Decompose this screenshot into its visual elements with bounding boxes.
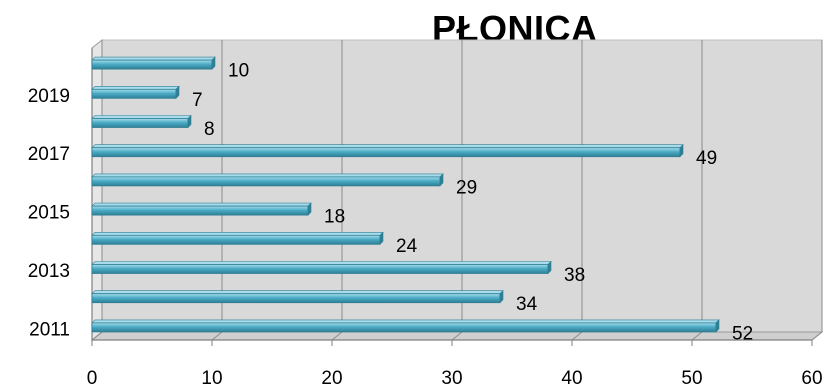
x-tick-label-40: 40	[561, 368, 582, 388]
bar-front-face	[91, 293, 501, 304]
gridline-floor	[91, 331, 103, 341]
bar-top-face	[91, 56, 216, 61]
x-tick-label-10: 10	[201, 368, 222, 388]
data-labels: 52 34 38 24 18 29 49 87 10	[192, 61, 753, 345]
bar-top-face	[91, 261, 552, 265]
bar-end-face	[679, 143, 684, 158]
bar-2018	[91, 114, 192, 129]
y-tick-label-2013: 2013	[28, 261, 70, 282]
data-label-2018: 8	[204, 119, 215, 140]
data-label-2020: 10	[228, 61, 249, 82]
bar-2015	[91, 202, 312, 216]
bar-end-face	[307, 202, 312, 216]
bar-2019	[91, 85, 180, 100]
x-tick-label-30: 30	[441, 368, 462, 388]
bar-top-face	[91, 173, 444, 178]
data-label-2013: 38	[564, 265, 585, 286]
bar-front-face	[91, 147, 681, 158]
bar-end-face	[379, 231, 384, 246]
y-tick-label-2017: 2017	[28, 144, 70, 165]
data-label-2012: 34	[516, 294, 538, 315]
bar-top-face	[91, 232, 384, 236]
bar-front-face	[91, 59, 213, 70]
bar-top-face	[91, 115, 192, 119]
bar-2011	[91, 319, 720, 333]
bar-top-face	[91, 202, 312, 207]
bar-end-face	[175, 85, 180, 100]
bar-top-face	[91, 290, 504, 295]
bar-end-face	[439, 173, 444, 187]
y-tick-label-2011: 2011	[29, 319, 70, 340]
data-label-2014: 24	[396, 236, 418, 257]
bar-front-face	[91, 322, 717, 333]
tick-labels: 2011 2013 2015 2017 2019 0 10 20 30 40 50 60	[28, 86, 823, 388]
data-label-2016: 29	[456, 177, 477, 198]
bar-front-face	[91, 88, 177, 99]
bar-top-face	[91, 144, 684, 148]
bar-front-face	[91, 118, 189, 128]
x-tick-label-60: 60	[801, 368, 822, 388]
bar-front-face	[91, 234, 381, 245]
gridline-floor	[571, 331, 583, 341]
bar-end-face	[499, 289, 504, 304]
y-tick-label-2015: 2015	[28, 203, 70, 224]
bar-end-face	[547, 260, 552, 275]
bar-top-face	[91, 319, 720, 324]
data-label-2017: 49	[696, 148, 717, 169]
gridline-floor	[451, 331, 463, 341]
bar-top-face	[91, 86, 180, 90]
x-tick-label-0: 0	[87, 368, 98, 388]
gridline-floor	[691, 331, 703, 341]
bar-2020	[91, 56, 216, 70]
bar-front-face	[91, 264, 549, 274]
bar-2016	[91, 173, 444, 187]
bar-2012	[91, 289, 504, 304]
bar-end-face	[715, 319, 720, 333]
data-label-2019: 7	[192, 90, 203, 111]
bar-2013	[91, 260, 552, 275]
x-tick-label-20: 20	[321, 368, 342, 388]
data-label-2011: 52	[732, 323, 753, 344]
gridline-floor	[211, 331, 223, 341]
gridline-floor	[331, 331, 343, 341]
y-tick-label-2019: 2019	[28, 86, 70, 107]
bar-front-face	[91, 205, 309, 216]
bar-2017	[91, 143, 684, 158]
bar-front-face	[91, 176, 441, 187]
bars	[91, 56, 720, 333]
bar-end-face	[211, 56, 216, 70]
bar-end-face	[187, 114, 192, 129]
bar-2014	[91, 231, 384, 246]
data-label-2015: 18	[324, 207, 345, 228]
x-tick-label-50: 50	[681, 368, 702, 388]
gridline-floor	[811, 331, 823, 341]
